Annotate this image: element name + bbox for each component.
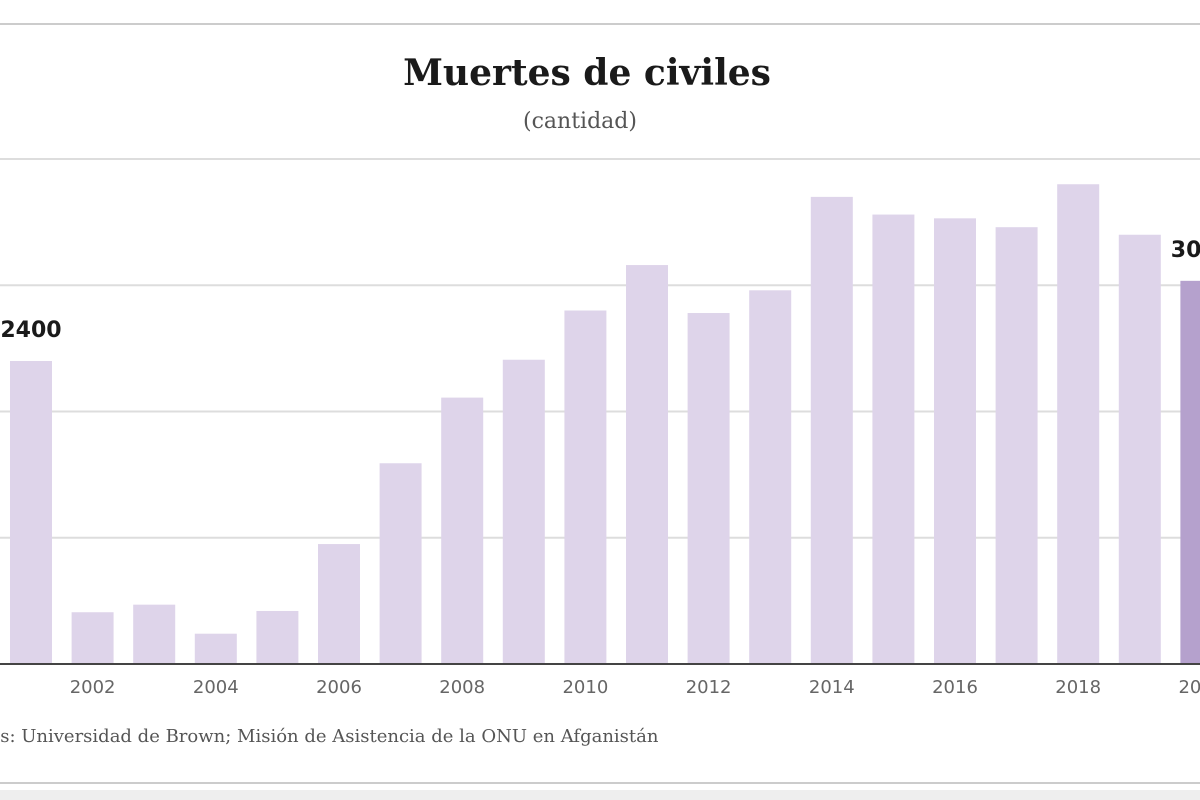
chart-subtitle: (cantidad) [523,109,637,134]
x-tick-label: 2010 [562,677,608,698]
bottom-band [0,790,1200,800]
x-tick-label: 2016 [932,677,978,698]
x-tick-label: 2006 [316,677,362,698]
source: Fuentes: Universidad de Brown; Misión de… [0,726,659,747]
bar [1180,280,1200,664]
bar [71,612,114,664]
bar [934,218,976,664]
bar [194,633,237,664]
bar [564,310,607,664]
bar [687,313,730,664]
bars: 2400 2002 2004 2006 2008 2010 2012 2014 2016 2018… [0,184,1200,698]
x-tick-label: 2008 [439,677,485,698]
bar [1118,234,1161,664]
bar [318,544,360,664]
bar [995,227,1038,665]
bar [749,290,792,664]
x-tick-label: 2004 [193,677,239,698]
bar [379,463,422,664]
bar [810,196,853,664]
bar [10,361,52,664]
x-tick-label: 2014 [809,677,855,698]
x-tick-label: 2002 [70,677,116,698]
bar [256,610,299,664]
bar [502,359,545,664]
bar [133,604,176,664]
chart-title: Muertes de civiles [403,52,771,94]
bar [872,214,915,665]
value-label: 3035 [1171,238,1200,263]
bar [626,265,668,664]
x-tick-label: 2018 [1055,677,1101,698]
value-label: 2400 [0,318,61,343]
x-tick-label: 2020 [1178,677,1200,698]
bar [1057,184,1100,664]
x-tick-label: 2012 [686,677,732,698]
bar [441,397,484,664]
